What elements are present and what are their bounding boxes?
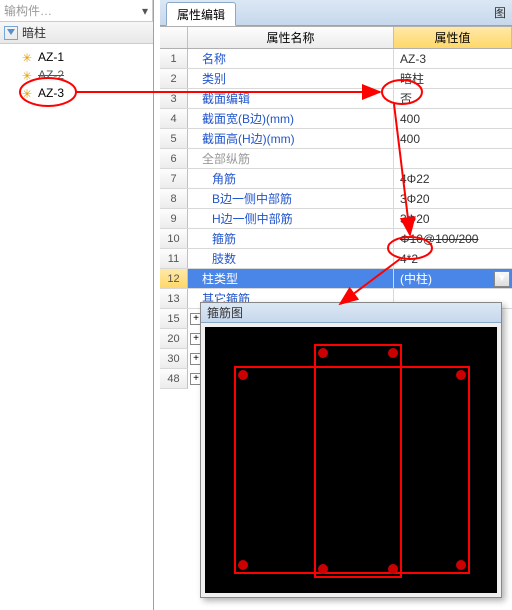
grid-body: 1名称AZ-32类别暗柱3截面编辑否4截面宽(B边)(mm)4005截面高(H边…	[160, 49, 512, 309]
property-value[interactable]: 4*2	[394, 249, 512, 268]
property-name: B边一侧中部筋	[188, 189, 394, 208]
tree-item-label: AZ-2	[38, 68, 64, 82]
row-number: 2	[160, 69, 188, 88]
filter-icon[interactable]	[4, 26, 18, 40]
row-number: 13	[160, 289, 188, 308]
property-name: 截面宽(B边)(mm)	[188, 109, 394, 128]
stirrup-preview-panel: 箍筋图	[200, 302, 502, 598]
row-number: 7	[160, 169, 188, 188]
row-number: 11	[160, 249, 188, 268]
property-value[interactable]: Φ10@100/200	[394, 229, 512, 248]
grid-row[interactable]: 6全部纵筋	[160, 149, 512, 169]
property-value[interactable]	[394, 149, 512, 168]
row-number: 4	[160, 109, 188, 128]
grid-row[interactable]: 11肢数4*2	[160, 249, 512, 269]
property-value[interactable]: 暗柱	[394, 69, 512, 88]
property-value[interactable]: (中柱)▼	[394, 269, 512, 288]
row-number: 10	[160, 229, 188, 248]
tree-item-label: AZ-1	[38, 50, 64, 64]
preview-title: 箍筋图	[201, 303, 501, 323]
chevron-down-icon[interactable]: ▾	[142, 4, 148, 18]
row-number: 8	[160, 189, 188, 208]
grid-corner	[160, 27, 188, 48]
search-input[interactable]: 输构件… ▾	[0, 0, 153, 22]
tree-item[interactable]: AZ-1	[6, 48, 153, 66]
property-name: 截面高(H边)(mm)	[188, 129, 394, 148]
tree-item-label: AZ-3	[38, 86, 64, 100]
component-tree: AZ-1 AZ-2 AZ-3	[0, 44, 153, 102]
grid-row[interactable]: 7角筋4Φ22	[160, 169, 512, 189]
property-value[interactable]: 400	[394, 109, 512, 128]
grid-row[interactable]: 3截面编辑否	[160, 89, 512, 109]
property-name: 全部纵筋	[188, 149, 394, 168]
grid-row[interactable]: 4截面宽(B边)(mm)400	[160, 109, 512, 129]
property-value[interactable]: 4Φ22	[394, 169, 512, 188]
property-value[interactable]: 3Φ20	[394, 189, 512, 208]
row-number: 6	[160, 149, 188, 168]
preview-canvas	[205, 327, 497, 593]
property-name: 截面编辑	[188, 89, 394, 108]
grid-row[interactable]: 12柱类型(中柱)▼	[160, 269, 512, 289]
property-value[interactable]: 否	[394, 89, 512, 108]
property-value[interactable]: 3Φ20	[394, 209, 512, 228]
grid-header-value: 属性值	[394, 27, 512, 48]
property-name: 箍筋	[188, 229, 394, 248]
right-caption: 图	[488, 0, 512, 25]
node-icon	[22, 69, 34, 81]
property-name: 名称	[188, 49, 394, 68]
filter-bar: 暗柱	[0, 22, 153, 44]
grid-header-name: 属性名称	[188, 27, 394, 48]
grid-row[interactable]: 2类别暗柱	[160, 69, 512, 89]
grid-row[interactable]: 5截面高(H边)(mm)400	[160, 129, 512, 149]
search-placeholder: 输构件…	[4, 2, 52, 19]
property-value[interactable]: AZ-3	[394, 49, 512, 68]
row-number: 5	[160, 129, 188, 148]
filter-label: 暗柱	[22, 24, 46, 41]
row-number: 12	[160, 269, 188, 288]
grid-row[interactable]: 10箍筋Φ10@100/200	[160, 229, 512, 249]
row-number: 3	[160, 89, 188, 108]
tab-bar: 属性编辑 图	[160, 0, 512, 26]
property-name: 角筋	[188, 169, 394, 188]
property-name: H边一侧中部筋	[188, 209, 394, 228]
grid-row[interactable]: 9H边一侧中部筋3Φ20	[160, 209, 512, 229]
tree-item[interactable]: AZ-2	[6, 66, 153, 84]
property-value[interactable]: 400	[394, 129, 512, 148]
node-icon	[22, 51, 34, 63]
tree-item[interactable]: AZ-3	[6, 84, 153, 102]
row-number: 9	[160, 209, 188, 228]
property-name: 柱类型	[188, 269, 394, 288]
left-panel: 输构件… ▾ 暗柱 AZ-1 AZ-2 AZ-3	[0, 0, 154, 610]
node-icon	[22, 87, 34, 99]
row-number: 1	[160, 49, 188, 68]
dropdown-button[interactable]: ▼	[494, 271, 510, 287]
grid-row[interactable]: 1名称AZ-3	[160, 49, 512, 69]
property-name: 类别	[188, 69, 394, 88]
tab-properties[interactable]: 属性编辑	[166, 2, 236, 26]
grid-header: 属性名称 属性值	[160, 27, 512, 49]
grid-row[interactable]: 8B边一侧中部筋3Φ20	[160, 189, 512, 209]
property-name: 肢数	[188, 249, 394, 268]
